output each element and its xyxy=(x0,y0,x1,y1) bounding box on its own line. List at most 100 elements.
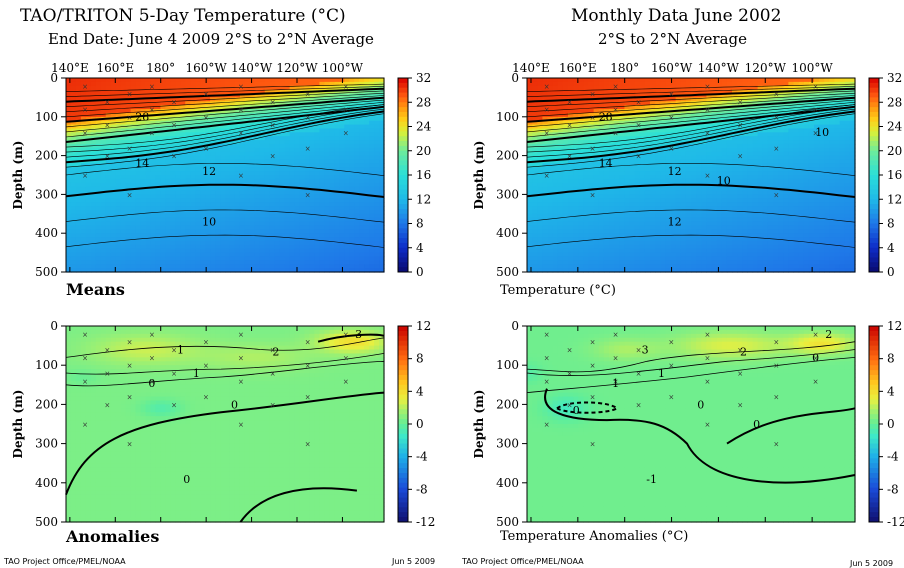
sample-marker: × xyxy=(171,370,177,378)
sample-marker: × xyxy=(270,98,276,106)
sample-marker: × xyxy=(544,129,550,137)
x-tick-label: 140°E xyxy=(512,61,550,75)
sample-marker: × xyxy=(668,394,674,402)
sample-marker: × xyxy=(343,331,349,339)
sample-marker: × xyxy=(149,129,155,137)
sample-marker: × xyxy=(238,378,244,386)
sample-marker: × xyxy=(813,354,819,362)
contour-label: 1 xyxy=(658,367,665,380)
right-anomalies-label: Temperature Anomalies (°C) xyxy=(500,529,689,544)
x-tick-label: 160°E xyxy=(96,61,134,75)
sample-marker: × xyxy=(203,394,209,402)
sample-marker: × xyxy=(613,83,619,91)
sample-marker: × xyxy=(127,339,133,347)
sample-marker: × xyxy=(270,401,276,409)
colorbar: 32 28 24 20 16 12 8 4 0 xyxy=(868,71,903,279)
y-tick-label: 200 xyxy=(496,149,519,163)
sample-marker: × xyxy=(238,172,244,180)
y-tick-label: 400 xyxy=(35,226,58,240)
sample-marker: × xyxy=(171,122,177,130)
colorbar-tick-label: 4 xyxy=(416,241,424,255)
sample-marker: × xyxy=(567,370,573,378)
x-axis xyxy=(69,326,343,522)
sample-marker: × xyxy=(613,106,619,114)
sample-marker: × xyxy=(773,91,779,99)
contour-label: 10 xyxy=(717,175,731,188)
contour-labels: 28 14 12 10 xyxy=(135,111,216,229)
sample-marker: × xyxy=(149,378,155,386)
sample-marker: × xyxy=(544,421,550,429)
field-raster xyxy=(527,326,856,523)
contour-label: 0 xyxy=(812,351,819,364)
sample-marker: × xyxy=(149,331,155,339)
contour-label: 14 xyxy=(135,157,149,170)
right-title: Monthly Data June 2002 xyxy=(571,6,782,26)
right-credit: TAO Project Office/PMEL/NOAA xyxy=(462,557,584,566)
sample-markers: × × × × × × × × × × × × × × × × × × × × × × × × × × × × × × × × × × xyxy=(82,331,349,449)
sample-marker: × xyxy=(171,153,177,161)
y-tick-label: 100 xyxy=(35,358,58,372)
colorbar-tick-label: -8 xyxy=(416,482,428,496)
right-anomalies-plot: ××××××××××××××××××××××××××××××××××010020… xyxy=(472,319,904,529)
sample-marker: × xyxy=(590,339,596,347)
sample-marker: × xyxy=(305,339,311,347)
sample-marker: × xyxy=(238,421,244,429)
colorbar: 12 8 4 0 -4 -8 -12 xyxy=(868,319,904,529)
sample-marker: × xyxy=(343,378,349,386)
contour-label: -1 xyxy=(646,473,657,486)
y-axis-title: Depth (m) xyxy=(472,390,486,459)
x-tick-label: 180° xyxy=(610,61,639,75)
contour-label: 1 xyxy=(177,343,184,356)
sample-marker: × xyxy=(590,441,596,449)
right-subtitle: 2°S to 2°N Average xyxy=(598,30,748,48)
left-means-plot: ××××××××××××××××××××××××××××××××××140°E 1… xyxy=(11,61,432,279)
y-tick-label: 0 xyxy=(50,71,58,85)
sample-marker: × xyxy=(82,106,88,114)
x-axis: 140°E 160°E 180° 160°W 140°W 120°W 100°W xyxy=(512,61,833,272)
plot-frame xyxy=(65,77,385,273)
sample-marker: × xyxy=(737,347,743,355)
sample-marker: × xyxy=(773,114,779,122)
sample-marker: × xyxy=(636,122,642,130)
sample-marker: × xyxy=(737,401,743,409)
sample-marker: × xyxy=(203,91,209,99)
y-tick-label: 500 xyxy=(35,515,58,529)
sample-marker: × xyxy=(544,172,550,180)
sample-marker: × xyxy=(82,378,88,386)
y-axis: 0 100 200 300 400 500 Depth (m) xyxy=(472,319,527,529)
sample-marker: × xyxy=(590,145,596,153)
sample-marker: × xyxy=(104,370,110,378)
contour-lines xyxy=(526,341,856,484)
colorbar-tick-label: -4 xyxy=(887,450,899,464)
sample-marker: × xyxy=(773,191,779,199)
y-tick-label: 300 xyxy=(35,437,58,451)
colorbar-tick-label: 8 xyxy=(416,217,424,231)
sample-marker: × xyxy=(203,362,209,370)
x-tick-label: 120°W xyxy=(276,61,318,75)
sample-marker: × xyxy=(668,362,674,370)
colorbar-tick-label: 24 xyxy=(416,120,432,134)
contour-labels: 2 3 2 1 1 0 -1 0 0 0 xyxy=(573,328,833,486)
colorbar: 12 8 4 0 -4 -8 -12 xyxy=(397,319,435,529)
colorbar-tick-label: 32 xyxy=(416,71,431,85)
sample-marker: × xyxy=(567,153,573,161)
sample-marker: × xyxy=(127,114,133,122)
sample-marker: × xyxy=(704,83,710,91)
colorbar-tick-label: 12 xyxy=(416,319,431,333)
sample-marker: × xyxy=(127,145,133,153)
y-tick-label: 500 xyxy=(496,515,519,529)
sample-marker: × xyxy=(567,122,573,130)
sample-marker: × xyxy=(305,394,311,402)
y-tick-label: 100 xyxy=(35,110,58,124)
plot-frame xyxy=(526,77,856,273)
sample-marker: × xyxy=(238,354,244,362)
colorbar-tick-label: 16 xyxy=(887,168,902,182)
contour-lines xyxy=(526,83,856,248)
sample-marker: × xyxy=(104,98,110,106)
field-raster xyxy=(527,78,856,273)
sample-marker: × xyxy=(704,129,710,137)
sample-marker: × xyxy=(238,83,244,91)
colorbar-tick-label: 24 xyxy=(887,120,903,134)
left-subtitle: End Date: June 4 2009 2°S to 2°N Average xyxy=(48,30,374,48)
sample-marker: × xyxy=(704,378,710,386)
